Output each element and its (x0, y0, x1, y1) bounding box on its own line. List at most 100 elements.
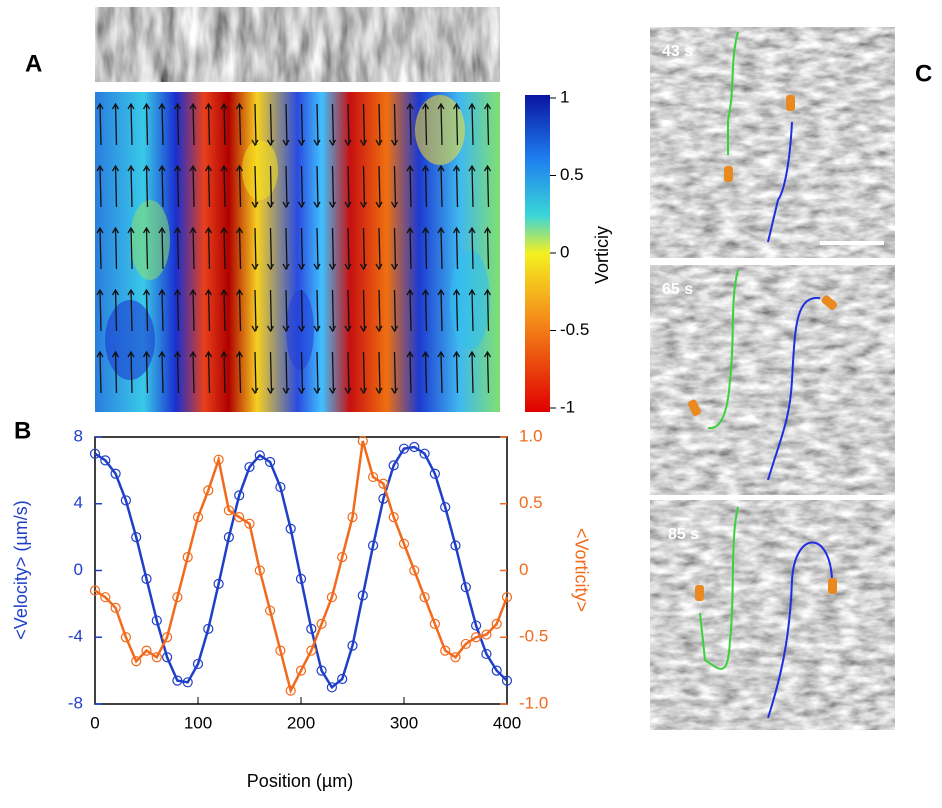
y-tick-label: 0 (74, 560, 83, 579)
data-point (223, 532, 234, 543)
data-point (182, 552, 193, 563)
data-point (316, 665, 327, 676)
data-point (223, 505, 234, 516)
vorticity-blobs (105, 95, 490, 380)
data-point (306, 623, 317, 635)
data-point (460, 582, 471, 593)
time-label: 85 s (668, 526, 699, 543)
y2-tick-label: -1.0 (519, 693, 548, 712)
data-point (151, 615, 162, 626)
y-axis-label: <Velocity> (µm/s) (11, 500, 31, 639)
y-tick-label: -4 (68, 627, 83, 646)
velocity-arrows (96, 102, 492, 395)
data-point (429, 618, 440, 630)
data-point (450, 652, 461, 663)
data-point (213, 578, 224, 589)
data-point (295, 665, 307, 676)
x-tick-label: 300 (390, 713, 418, 732)
data-point (110, 468, 121, 479)
data-point (450, 540, 461, 551)
data-point (110, 602, 121, 613)
colorbar (525, 95, 550, 412)
data-point (347, 640, 358, 651)
data-point (316, 618, 327, 630)
data-point (368, 540, 379, 551)
data-point (265, 456, 276, 468)
data-point (429, 468, 440, 479)
y2-tick-label: -0.5 (519, 627, 548, 646)
data-point (89, 448, 101, 459)
colorbar-tick-label: 1 (560, 87, 569, 106)
data-point (285, 685, 296, 696)
data-point (388, 511, 399, 523)
x-tick-label: 400 (493, 713, 521, 732)
y2-tick-label: 1.0 (519, 426, 543, 445)
time-label: 43 s (662, 43, 693, 60)
data-point (419, 592, 430, 603)
data-point (141, 573, 152, 584)
data-point (213, 454, 224, 465)
data-point (440, 501, 451, 513)
data-point (306, 645, 317, 656)
x-tick-label: 200 (287, 713, 315, 732)
colorbar-label: Vorticiy (592, 226, 612, 284)
data-point (398, 538, 410, 549)
data-point (481, 629, 492, 640)
x-tick-label: 0 (90, 713, 99, 732)
data-point (471, 632, 482, 643)
colorbar-tick-label: 0 (560, 242, 569, 261)
beads (687, 95, 838, 601)
data-point (398, 443, 410, 454)
data-point (172, 592, 183, 603)
panel-label: B (14, 417, 31, 444)
kymograph-strip (95, 7, 500, 82)
data-point (285, 523, 296, 534)
data-point (326, 592, 337, 603)
y2-tick-label: 0 (519, 560, 528, 579)
data-point (131, 532, 142, 543)
colorbar-tick-label: 0.5 (560, 165, 584, 184)
data-point (326, 682, 337, 693)
data-point (172, 675, 183, 686)
data-point (254, 565, 265, 576)
y2-axis-label: <Vorticity> (571, 528, 591, 612)
data-point (254, 450, 265, 461)
data-point (162, 652, 173, 663)
data-point (357, 435, 368, 447)
data-point (501, 675, 513, 686)
colorbar-tick-label: -0.5 (560, 320, 589, 339)
data-point (501, 592, 513, 603)
data-point (388, 460, 399, 471)
time-label: 65 s (662, 281, 693, 298)
data-point (120, 632, 132, 643)
data-point (192, 511, 204, 523)
data-point (368, 471, 379, 483)
y-tick-label: -8 (68, 693, 83, 712)
data-point (265, 605, 276, 616)
data-point (337, 673, 348, 685)
y-tick-label: 4 (74, 493, 83, 512)
data-point (234, 511, 245, 523)
data-point (275, 645, 286, 656)
x-tick-label: 100 (184, 713, 212, 732)
data-point (151, 652, 162, 663)
data-point (357, 590, 368, 601)
data-point (440, 645, 451, 656)
data-point (203, 623, 214, 635)
series-line (94, 440, 509, 695)
data-point (89, 585, 101, 596)
data-point (419, 448, 430, 459)
y-tick-label: 8 (74, 426, 83, 445)
data-point (100, 592, 111, 603)
snapshot-image (650, 500, 895, 730)
data-point (162, 632, 173, 643)
data-point (378, 478, 389, 489)
data-point (244, 518, 255, 529)
data-point (131, 656, 142, 667)
trajectories (699, 31, 833, 719)
data-point (182, 677, 193, 688)
data-point (409, 565, 420, 576)
data-point (141, 645, 152, 656)
snapshot-image (650, 265, 895, 495)
